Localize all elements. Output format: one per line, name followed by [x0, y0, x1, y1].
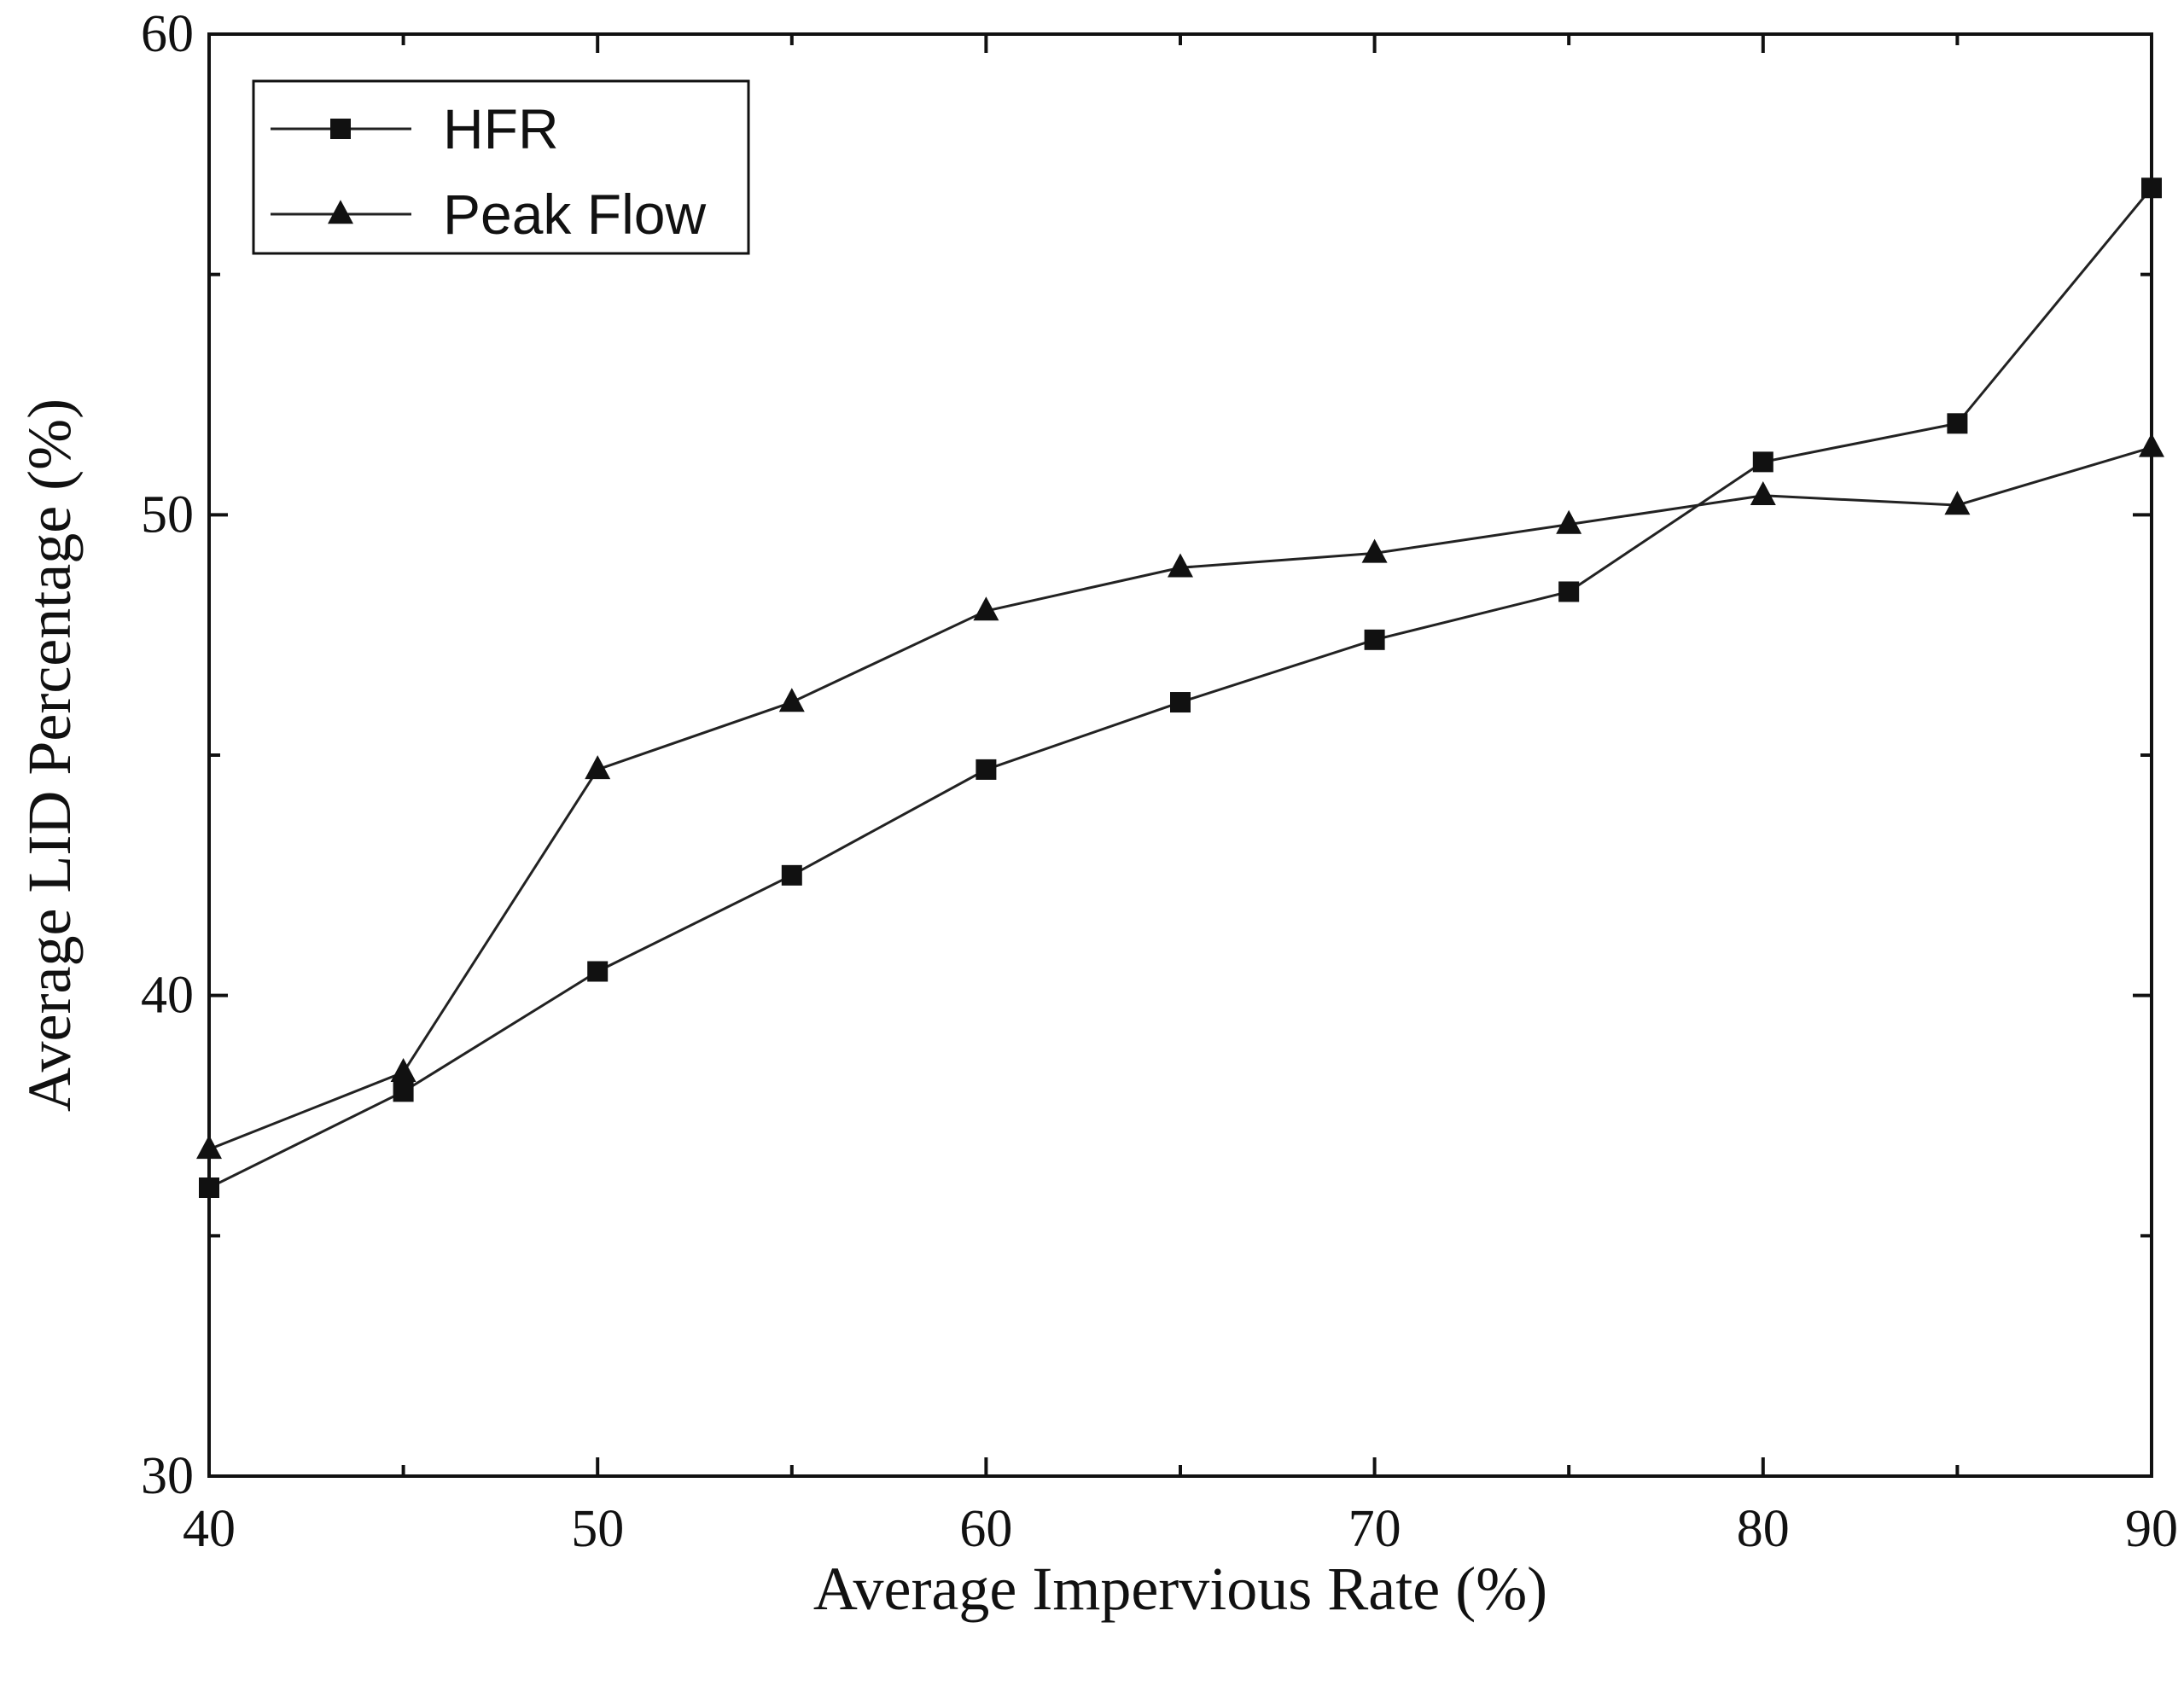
data-point: [976, 759, 997, 780]
x-tick-label: 80: [1737, 1500, 1790, 1558]
data-point: [1168, 553, 1193, 578]
data-point: [778, 688, 805, 712]
legend-label: Peak Flow: [443, 183, 706, 246]
legend-label: HFR: [443, 97, 559, 160]
data-point: [1947, 413, 1968, 434]
series-layer: [196, 177, 2164, 1198]
plot-frame: [207, 32, 2153, 1478]
y-tick-label: 30: [141, 1447, 194, 1505]
data-point: [393, 1081, 414, 1102]
data-point: [781, 864, 802, 886]
data-point: [973, 596, 999, 621]
legend-marker: [328, 200, 353, 224]
legend-item: Peak Flow: [271, 183, 706, 246]
x-tick-label: 40: [183, 1500, 236, 1558]
data-point: [1752, 451, 1773, 473]
y-axis-title: Average LID Percentage (%): [15, 398, 84, 1112]
x-axis-title: Average Impervious Rate (%): [813, 1555, 1547, 1623]
x-tick-label: 90: [2125, 1500, 2178, 1558]
data-point: [1944, 491, 1971, 515]
data-point: [1361, 538, 1388, 563]
legend-item: HFR: [271, 97, 559, 160]
legend-box: [252, 79, 750, 255]
data-point: [585, 755, 611, 780]
x-tick-label: 70: [1348, 1500, 1401, 1558]
data-point: [390, 1058, 416, 1082]
y-tick-label: 60: [141, 5, 194, 63]
legend: HFR Peak Flow: [252, 79, 750, 255]
x-tick-label: 50: [571, 1500, 624, 1558]
x-tick-label: 60: [959, 1500, 1012, 1558]
y-tick-label: 40: [141, 967, 194, 1025]
data-point: [1170, 692, 1191, 713]
data-point: [1364, 629, 1385, 650]
data-point: [587, 961, 609, 982]
legend-marker: [330, 119, 351, 139]
data-point: [1558, 581, 1580, 602]
data-point: [1556, 509, 1582, 534]
data-point: [1750, 481, 1776, 505]
y-tick-label: 50: [141, 486, 194, 544]
